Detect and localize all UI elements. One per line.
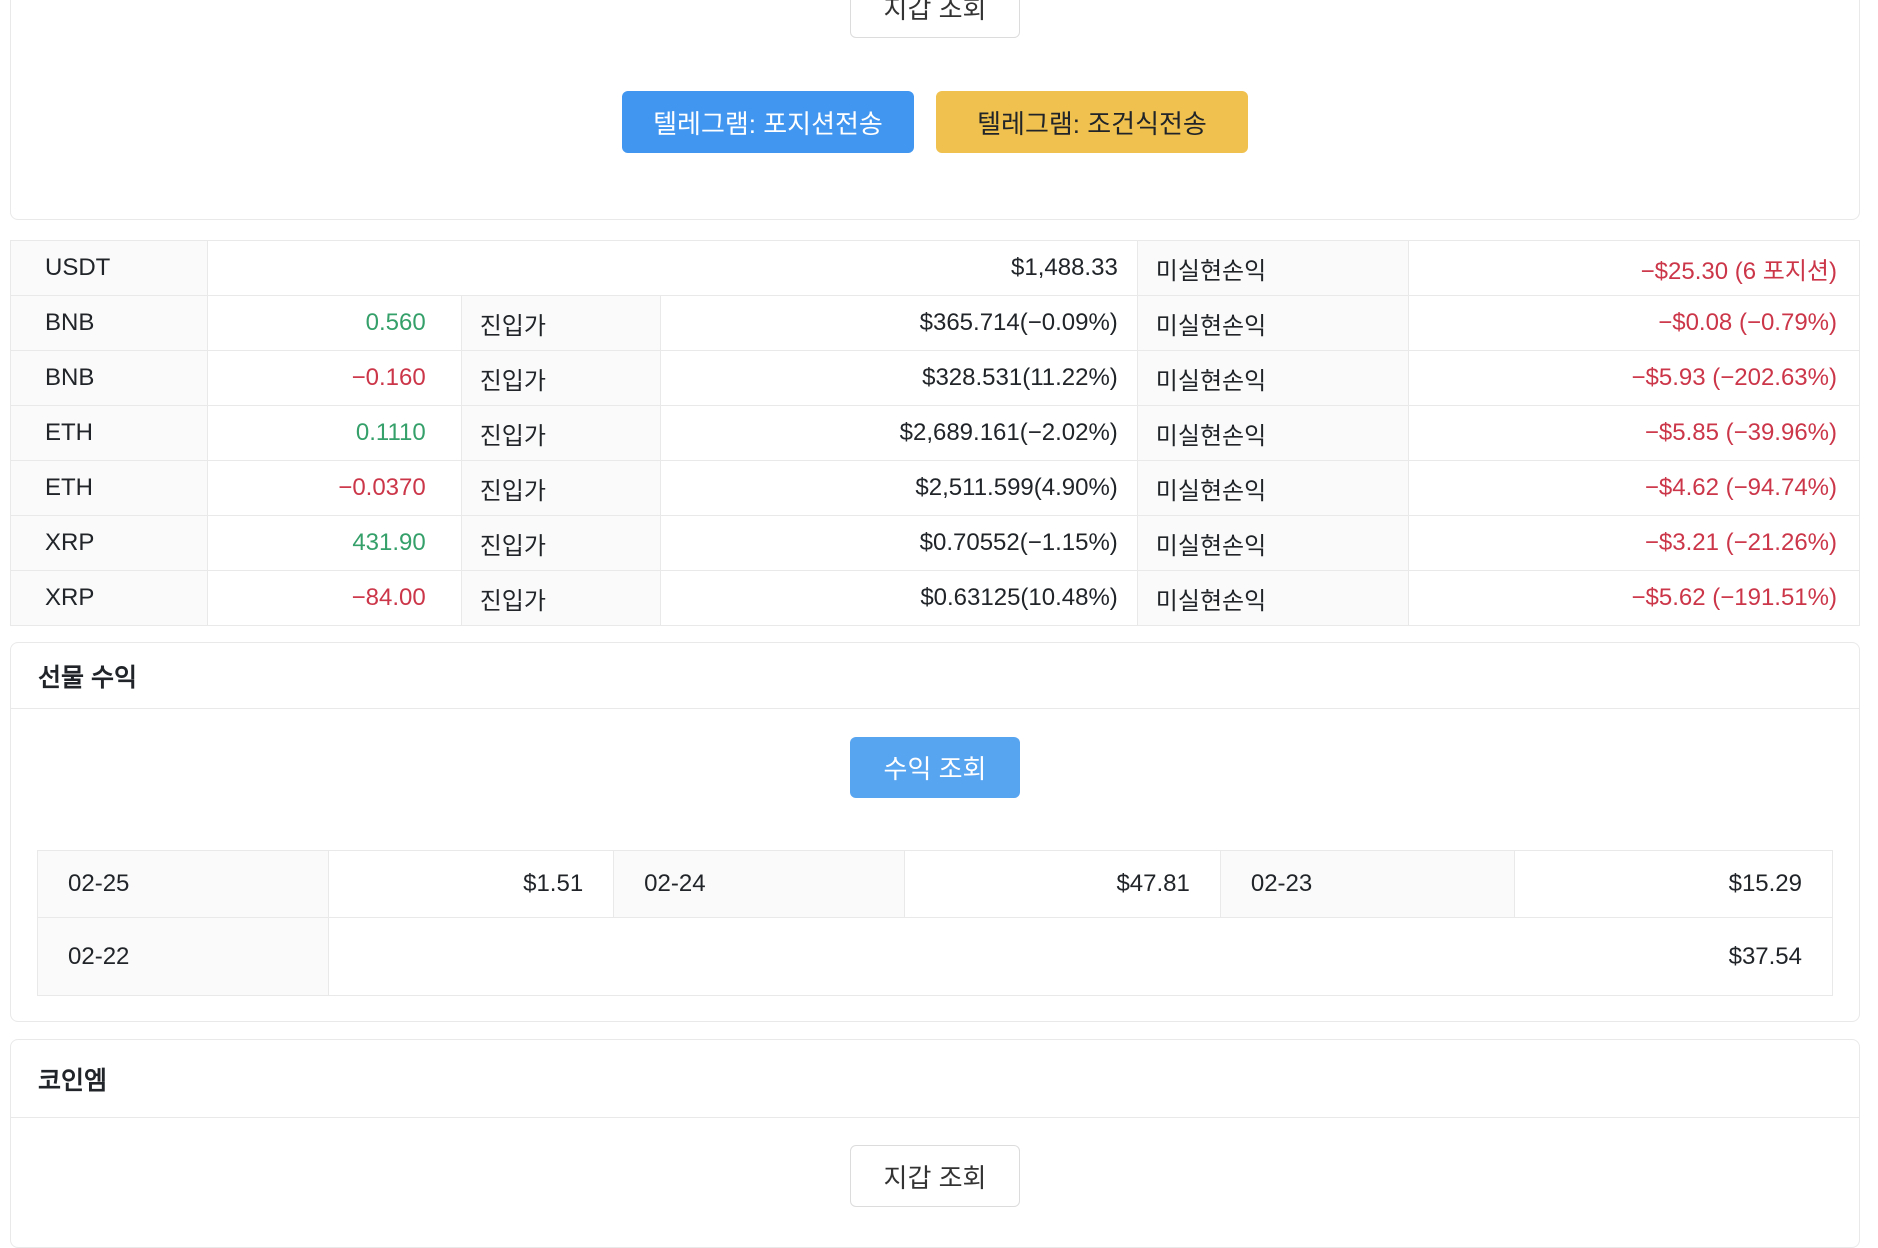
- date-cell: 02-22: [37, 917, 329, 996]
- profit-query-button[interactable]: 수익 조회: [850, 737, 1020, 798]
- telegram-buttons-row: 텔레그램: 포지션전송 텔레그램: 조건식전송: [11, 91, 1859, 153]
- entry-price-label: 진입가: [460, 515, 662, 571]
- asset-cell: BNB: [9, 295, 209, 351]
- usdt-summary-row: USDT $1,488.33 미실현손익 −$25.30 (6 포지션): [9, 240, 1860, 296]
- coinm-header: 코인엠: [11, 1040, 1859, 1118]
- total-pnl-cell: −$25.30 (6 포지션): [1408, 240, 1860, 296]
- coinm-title: 코인엠: [38, 1066, 108, 1095]
- amount-cell: −84.00: [207, 570, 462, 626]
- amount-cell: 431.90: [207, 515, 462, 571]
- amount-cell: 0.1110: [207, 405, 462, 461]
- daily-profit-table: 02-25 $1.51 02-24 $47.81 02-23 $15.29 02…: [37, 850, 1834, 996]
- entry-price-label: 진입가: [460, 570, 662, 626]
- amount-cell: −0.0370: [207, 460, 462, 516]
- pnl-cell: −$5.93 (−202.63%): [1408, 350, 1860, 406]
- asset-cell: ETH: [9, 405, 209, 461]
- entry-price-cell: $328.531(11.22%): [660, 350, 1138, 406]
- pnl-label: 미실현손익: [1136, 350, 1410, 406]
- profit-cell: $15.29: [1514, 850, 1833, 918]
- telegram-position-send-button[interactable]: 텔레그램: 포지션전송: [622, 91, 914, 153]
- futures-profit-header: 선물 수익: [11, 643, 1859, 709]
- pnl-label: 미실현손익: [1136, 570, 1410, 626]
- wallet-panel: 지갑 조회 텔레그램: 포지션전송 텔레그램: 조건식전송: [10, 0, 1860, 220]
- usdt-balance-cell: $1,488.33: [207, 240, 1138, 296]
- position-row: XRP 431.90 진입가 $0.70552(−1.15%) 미실현손익 −$…: [9, 515, 1860, 571]
- coinm-panel: 코인엠 지갑 조회: [10, 1039, 1860, 1248]
- pnl-label: 미실현손익: [1136, 405, 1410, 461]
- asset-cell: ETH: [9, 460, 209, 516]
- date-cell: 02-24: [613, 850, 905, 918]
- position-row: BNB −0.160 진입가 $328.531(11.22%) 미실현손익 −$…: [9, 350, 1860, 406]
- daily-profit-row: 02-22 $37.54: [37, 917, 1834, 996]
- pnl-cell: −$3.21 (−21.26%): [1408, 515, 1860, 571]
- futures-profit-body: 수익 조회 02-25 $1.51 02-24 $47.81 02-23 $15…: [11, 709, 1859, 1021]
- entry-price-label: 진입가: [460, 350, 662, 406]
- entry-price-label: 진입가: [460, 405, 662, 461]
- entry-price-cell: $0.63125(10.48%): [660, 570, 1138, 626]
- profit-cell: $47.81: [903, 850, 1221, 918]
- entry-price-cell: $2,689.161(−2.02%): [660, 405, 1138, 461]
- entry-price-cell: $0.70552(−1.15%): [660, 515, 1138, 571]
- position-row: ETH 0.1110 진입가 $2,689.161(−2.02%) 미실현손익 …: [9, 405, 1860, 461]
- amount-cell: 0.560: [207, 295, 462, 351]
- profit-cell: $1.51: [327, 850, 615, 918]
- wallet-query-button[interactable]: 지갑 조회: [850, 0, 1020, 38]
- pnl-label: 미실현손익: [1136, 515, 1410, 571]
- futures-profit-panel: 선물 수익 수익 조회 02-25 $1.51 02-24 $47.81 02-…: [10, 642, 1860, 1022]
- position-row: XRP −84.00 진입가 $0.63125(10.48%) 미실현손익 −$…: [9, 570, 1860, 626]
- daily-profit-row: 02-25 $1.51 02-24 $47.81 02-23 $15.29: [37, 850, 1833, 918]
- pnl-label: 미실현손익: [1136, 295, 1410, 351]
- position-row: BNB 0.560 진입가 $365.714(−0.09%) 미실현손익 −$0…: [9, 295, 1860, 351]
- position-row: ETH −0.0370 진입가 $2,511.599(4.90%) 미실현손익 …: [9, 460, 1860, 516]
- asset-cell: BNB: [9, 350, 209, 406]
- pnl-label: 미실현손익: [1136, 460, 1410, 516]
- telegram-condition-send-button[interactable]: 텔레그램: 조건식전송: [936, 91, 1248, 153]
- entry-price-cell: $2,511.599(4.90%): [660, 460, 1138, 516]
- pnl-cell: −$0.08 (−0.79%): [1408, 295, 1860, 351]
- amount-cell: −0.160: [207, 350, 462, 406]
- asset-cell: USDT: [9, 240, 209, 296]
- positions-table: USDT $1,488.33 미실현손익 −$25.30 (6 포지션) BNB…: [9, 240, 1860, 626]
- date-cell: 02-23: [1219, 850, 1516, 918]
- coinm-body: 지갑 조회: [11, 1118, 1859, 1247]
- futures-profit-title: 선물 수익: [38, 663, 137, 692]
- entry-price-cell: $365.714(−0.09%): [660, 295, 1138, 351]
- entry-price-label: 진입가: [460, 460, 662, 516]
- asset-cell: XRP: [9, 570, 209, 626]
- asset-cell: XRP: [9, 515, 209, 571]
- pnl-cell: −$4.62 (−94.74%): [1408, 460, 1860, 516]
- entry-price-label: 진입가: [460, 295, 662, 351]
- coinm-wallet-query-button[interactable]: 지갑 조회: [850, 1145, 1020, 1207]
- date-cell: 02-25: [37, 850, 329, 918]
- pnl-cell: −$5.62 (−191.51%): [1408, 570, 1860, 626]
- pnl-cell: −$5.85 (−39.96%): [1408, 405, 1860, 461]
- pnl-label: 미실현손익: [1136, 240, 1410, 296]
- profit-cell: $37.54: [327, 917, 1834, 996]
